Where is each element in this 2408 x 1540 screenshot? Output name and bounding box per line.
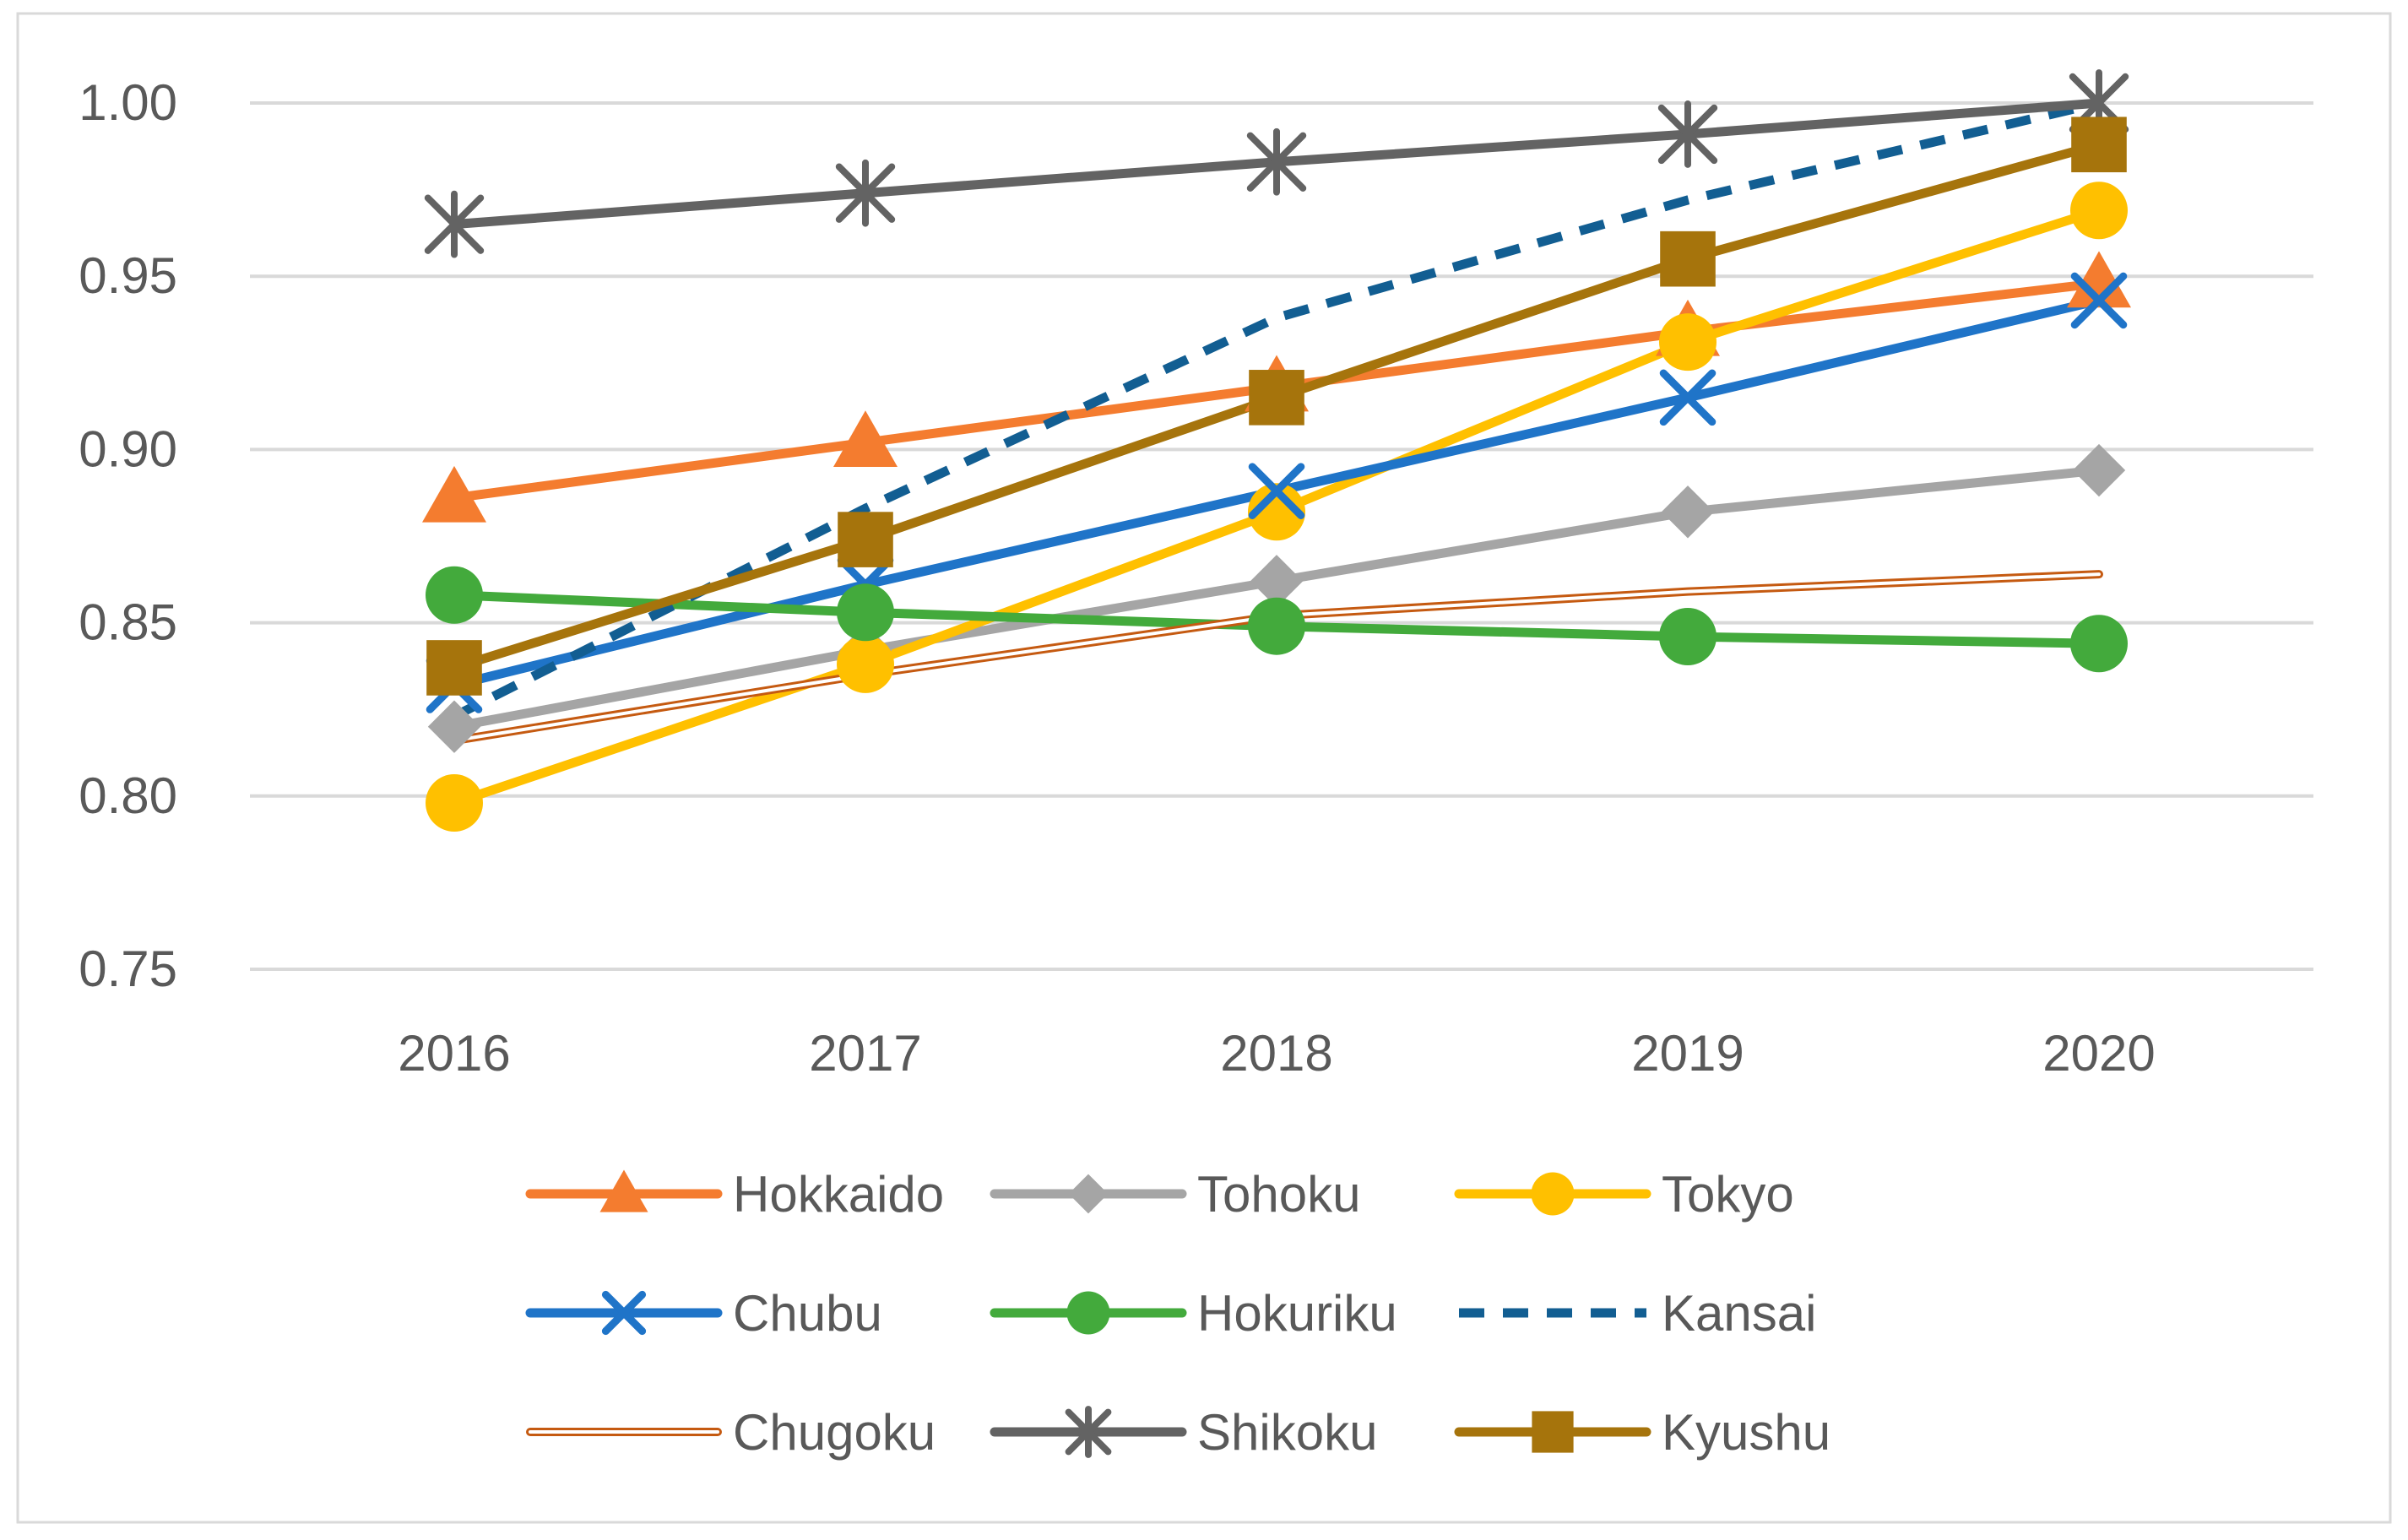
legend-label-chugoku: Chugoku	[733, 1404, 936, 1461]
legend-item-chubu: Chubu	[525, 1285, 882, 1342]
data-point-shikoku-2016	[424, 190, 485, 258]
data-point-shikoku-2019	[1657, 100, 1718, 168]
y-tick-label: 0.85	[79, 594, 177, 651]
data-point-shikoku-2017	[835, 159, 896, 227]
data-point-hokkaido-2017	[833, 410, 898, 467]
legend-item-tokyo: Tokyo	[1454, 1166, 1794, 1223]
data-point-hokuriku-2016	[426, 566, 483, 624]
y-tick-label: 1.00	[79, 74, 177, 131]
y-tick-label: 0.80	[79, 767, 177, 824]
legend-item-hokuriku: Hokuriku	[990, 1285, 1397, 1342]
data-point-hokuriku-2019	[1659, 608, 1717, 666]
legend-marker-shikoku	[1065, 1406, 1112, 1458]
legend-item-tohoku: Tohoku	[990, 1166, 1360, 1223]
x-tick-label: 2017	[809, 1025, 921, 1082]
data-point-tokyo-2019	[1659, 313, 1717, 371]
legend-marker-hokuriku	[1066, 1291, 1110, 1335]
data-point-hokkaido-2020	[2067, 251, 2131, 308]
legend-label-shikoku: Shikoku	[1197, 1404, 1377, 1461]
legend-label-tokyo: Tokyo	[1662, 1166, 1794, 1223]
y-axis-tick-labels: 0.75 0.80 0.85 0.90 0.95 1.00	[79, 74, 177, 997]
data-point-tohoku-2020	[2072, 443, 2126, 497]
y-tick-label: 0.75	[79, 941, 177, 997]
data-point-kyushu-2018	[1249, 370, 1304, 426]
y-tick-label: 0.95	[79, 247, 177, 304]
data-point-kyushu-2019	[1660, 230, 1716, 287]
legend-item-chugoku: Chugoku	[526, 1404, 936, 1461]
legend-marker-kyushu	[1532, 1411, 1574, 1453]
chart-border	[16, 12, 2392, 1524]
data-point-tohoku-2016	[427, 700, 481, 753]
data-point-tohoku-2018	[1250, 555, 1304, 608]
x-tick-label: 2018	[1220, 1025, 1332, 1082]
legend-marker-tohoku	[1068, 1174, 1109, 1214]
legend-label-tohoku: Tohoku	[1197, 1166, 1360, 1223]
data-point-tokyo-2016	[426, 774, 483, 832]
data-point-kyushu-2020	[2071, 117, 2127, 173]
legend-item-shikoku: Shikoku	[990, 1404, 1377, 1461]
legend-marker-hokkaido	[599, 1169, 648, 1212]
x-tick-label: 2020	[2042, 1025, 2155, 1082]
data-point-tokyo-2018	[1248, 483, 1305, 541]
y-tick-label: 0.90	[79, 420, 177, 477]
data-point-kyushu-2016	[426, 640, 482, 696]
legend-label-hokuriku: Hokuriku	[1197, 1285, 1397, 1342]
data-point-hokuriku-2017	[837, 583, 894, 642]
data-point-chubu-2020	[2070, 272, 2128, 329]
legend-item-kansai: Kansai	[1459, 1285, 1816, 1342]
series-markers	[422, 69, 2131, 832]
x-tick-label: 2016	[398, 1025, 510, 1082]
data-point-shikoku-2018	[1246, 127, 1307, 196]
legend-marker-chubu	[601, 1290, 647, 1336]
legend-label-hokkaido: Hokkaido	[733, 1166, 944, 1223]
legend-label-kansai: Kansai	[1662, 1285, 1816, 1342]
legend: Hokkaido Tohoku Tokyo Chubu Hokuriku Kansai Ch…	[525, 1166, 1830, 1461]
legend-label-chubu: Chubu	[733, 1285, 882, 1342]
data-point-chubu-2019	[1659, 369, 1717, 426]
data-point-hokuriku-2018	[1248, 597, 1305, 655]
data-point-tohoku-2019	[1661, 485, 1715, 539]
data-point-chubu-2018	[1248, 463, 1305, 519]
x-tick-label: 2019	[1631, 1025, 1744, 1082]
legend-marker-tokyo	[1531, 1172, 1575, 1216]
data-point-hokuriku-2020	[2070, 615, 2128, 673]
legend-item-hokkaido: Hokkaido	[525, 1166, 944, 1223]
legend-item-kyushu: Kyushu	[1454, 1404, 1830, 1461]
legend-label-kyushu: Kyushu	[1662, 1404, 1830, 1461]
x-axis-tick-labels: 2016 2017 2018 2019 2020	[398, 1025, 2155, 1082]
data-point-kyushu-2017	[838, 512, 893, 567]
data-point-hokkaido-2016	[422, 465, 486, 523]
data-point-tokyo-2020	[2070, 182, 2128, 240]
data-point-tokyo-2017	[837, 635, 894, 693]
